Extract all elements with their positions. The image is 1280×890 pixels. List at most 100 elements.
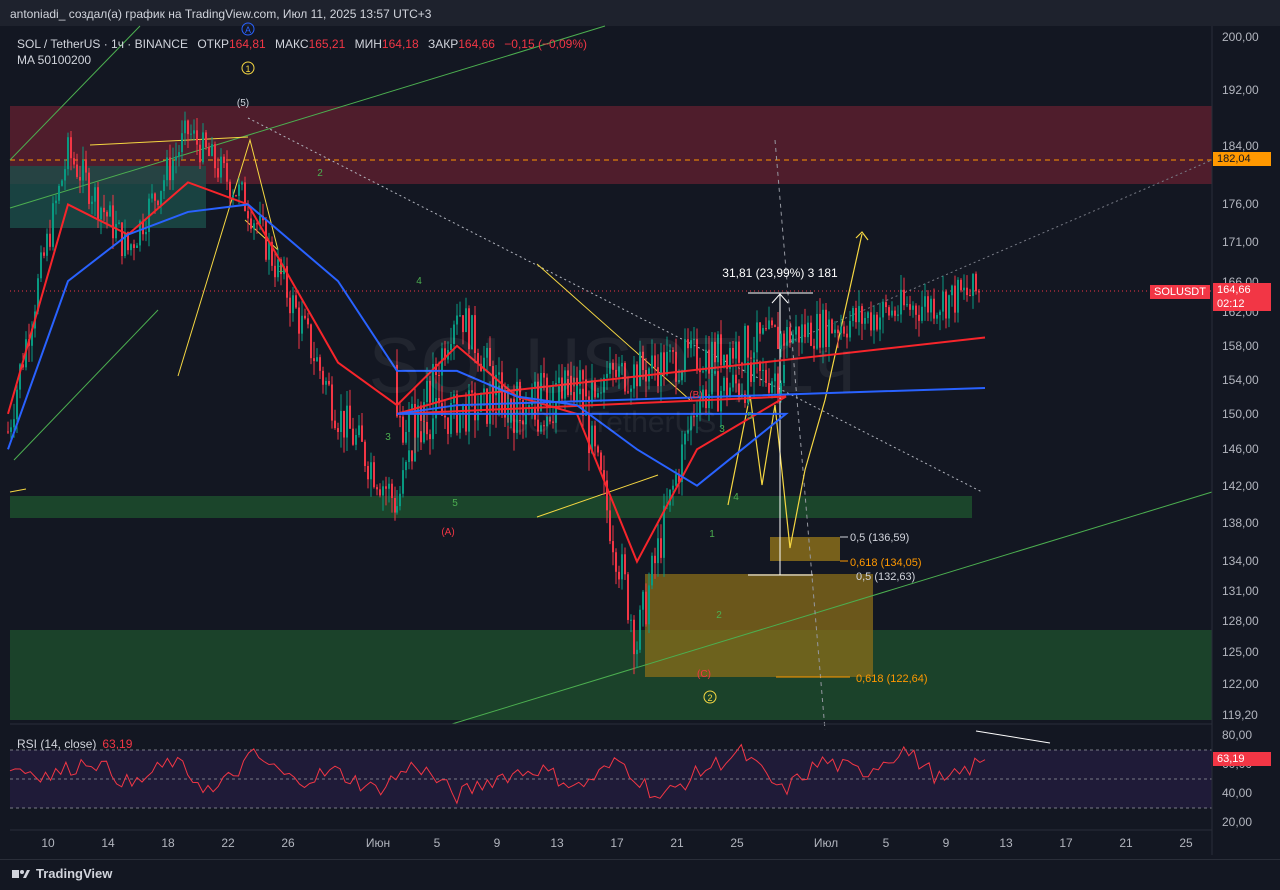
candle-body xyxy=(289,297,291,314)
candle-body xyxy=(957,279,959,313)
candle-body xyxy=(708,394,710,409)
candle-body xyxy=(714,371,716,374)
candle-body xyxy=(765,369,767,384)
rsi-tick-label: 80,00 xyxy=(1222,728,1252,742)
candle-body xyxy=(660,538,662,558)
candle-body xyxy=(651,555,653,586)
wave-y3: 3 xyxy=(719,424,725,435)
candle-body xyxy=(367,466,369,480)
candle-body xyxy=(672,350,674,352)
y-tick-label: 138,00 xyxy=(1222,516,1259,530)
candle-body xyxy=(423,420,425,422)
candle-body xyxy=(13,419,15,428)
candle-body xyxy=(459,315,461,317)
ma-label[interactable]: MA 50100200 xyxy=(17,53,92,67)
candle-body xyxy=(283,266,285,275)
candle-body xyxy=(621,362,623,367)
candle-body xyxy=(447,417,449,434)
candle-body xyxy=(199,144,201,163)
candle-body xyxy=(52,203,54,247)
candle-body xyxy=(699,369,701,373)
candle-body xyxy=(603,377,605,393)
x-tick-label: 25 xyxy=(730,836,744,850)
candle-body xyxy=(426,421,428,435)
y-tick-label: 184,00 xyxy=(1222,139,1259,153)
candle-body xyxy=(349,405,351,429)
tradingview-logo[interactable]: TradingView xyxy=(12,866,112,881)
candle-body xyxy=(40,252,42,279)
candle-body xyxy=(543,425,545,427)
candle-body xyxy=(669,350,671,352)
y-tick-label: 192,00 xyxy=(1222,83,1259,97)
wave-y5: 5 xyxy=(747,411,753,422)
candle-body xyxy=(654,355,656,368)
candle-body xyxy=(175,156,177,161)
candle-body xyxy=(160,190,162,206)
x-tick-label: 14 xyxy=(101,836,115,850)
candle-body xyxy=(429,434,431,440)
candle-body xyxy=(762,369,764,371)
x-tick-label: 9 xyxy=(943,836,950,850)
candle-body xyxy=(453,324,455,345)
candle-body xyxy=(402,470,404,494)
candle-body xyxy=(618,571,620,580)
candle-body xyxy=(726,377,728,397)
candle-body xyxy=(792,334,794,343)
candle-body xyxy=(516,381,518,422)
candle-body xyxy=(720,390,722,412)
candle-body xyxy=(58,185,60,201)
candle-body xyxy=(639,351,641,387)
candle-body xyxy=(564,370,566,394)
candle-body xyxy=(22,364,24,368)
candle-body xyxy=(85,159,87,173)
symbol-label[interactable]: SOL / TetherUS · 1ч · BINANCE xyxy=(17,37,188,51)
candle-body xyxy=(627,391,629,393)
resistance-zone xyxy=(10,106,1212,184)
candle-body xyxy=(690,416,692,431)
fib-label-05a: 0,5 (136,59) xyxy=(850,532,909,544)
candle-body xyxy=(486,347,488,358)
level-182-tag: 182,04 xyxy=(1213,152,1271,166)
candle-body xyxy=(193,130,195,134)
candle-body xyxy=(669,489,671,506)
candle-body xyxy=(783,364,785,383)
candle-body xyxy=(771,320,773,326)
candle-body xyxy=(852,308,854,321)
candle-body xyxy=(7,431,9,433)
candle-body xyxy=(876,314,878,330)
candle-body xyxy=(684,433,686,445)
candle-body xyxy=(783,333,785,346)
candle-body xyxy=(588,414,590,454)
candle-body xyxy=(552,421,554,423)
candle-body xyxy=(597,446,599,453)
candle-body xyxy=(822,309,824,348)
candle-body xyxy=(438,374,440,376)
candle-body xyxy=(441,403,443,416)
yellow-line-a xyxy=(177,138,279,377)
candle-body xyxy=(882,302,884,318)
candle-body xyxy=(399,416,401,418)
candle-body xyxy=(456,315,458,325)
candle-body xyxy=(241,182,243,185)
candle-body xyxy=(450,403,452,434)
candle-body xyxy=(804,324,806,338)
candle-body xyxy=(939,311,941,316)
candle-body xyxy=(615,552,617,572)
y-tick-label: 119,20 xyxy=(1222,708,1258,722)
candle-body xyxy=(633,619,635,655)
close-value: 164,66 xyxy=(458,37,495,51)
candle-body xyxy=(124,232,126,257)
candle-body xyxy=(573,392,575,402)
candle-body xyxy=(346,405,348,438)
candle-body xyxy=(489,347,491,367)
candle-body xyxy=(187,120,189,135)
vertical-dashed xyxy=(774,139,826,731)
symbol-tag: SOLUSDT xyxy=(1150,285,1210,299)
wave-g5: 5 xyxy=(452,498,458,509)
candle-body xyxy=(726,354,728,369)
candle-body xyxy=(585,414,587,416)
candle-body xyxy=(885,302,887,308)
rsi-legend[interactable]: RSI (14, close) 63,19 xyxy=(17,737,132,751)
